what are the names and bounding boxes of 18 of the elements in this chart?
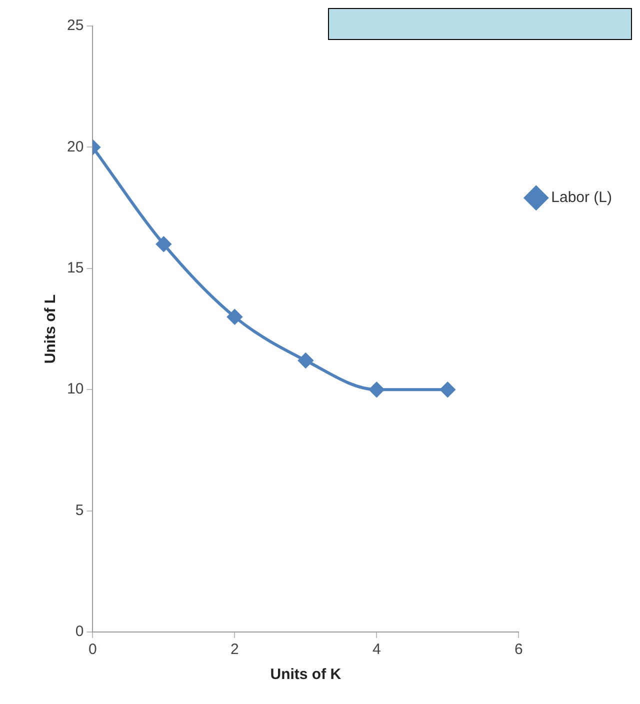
point	[227, 309, 242, 324]
x-axis-title: Units of K	[270, 666, 342, 684]
y-tick-label: 5	[75, 502, 84, 519]
y-axis-title: Units of L	[42, 294, 60, 364]
x-tick-label: 2	[230, 641, 239, 658]
y-tick-label: 25	[66, 17, 84, 34]
point	[440, 382, 456, 398]
legend-label: Labor (L)	[551, 189, 612, 206]
x-tick-label: 4	[372, 641, 381, 658]
point	[369, 382, 384, 398]
y-tick-label: 10	[66, 380, 84, 398]
y-tick-label: 15	[66, 260, 84, 277]
x-tick-label: 0	[88, 641, 97, 658]
y-tick-label: 20	[66, 138, 84, 156]
point	[298, 353, 314, 368]
point	[156, 236, 172, 252]
y-tick-label: 0	[75, 623, 84, 640]
x-tick-label: 6	[514, 641, 523, 658]
